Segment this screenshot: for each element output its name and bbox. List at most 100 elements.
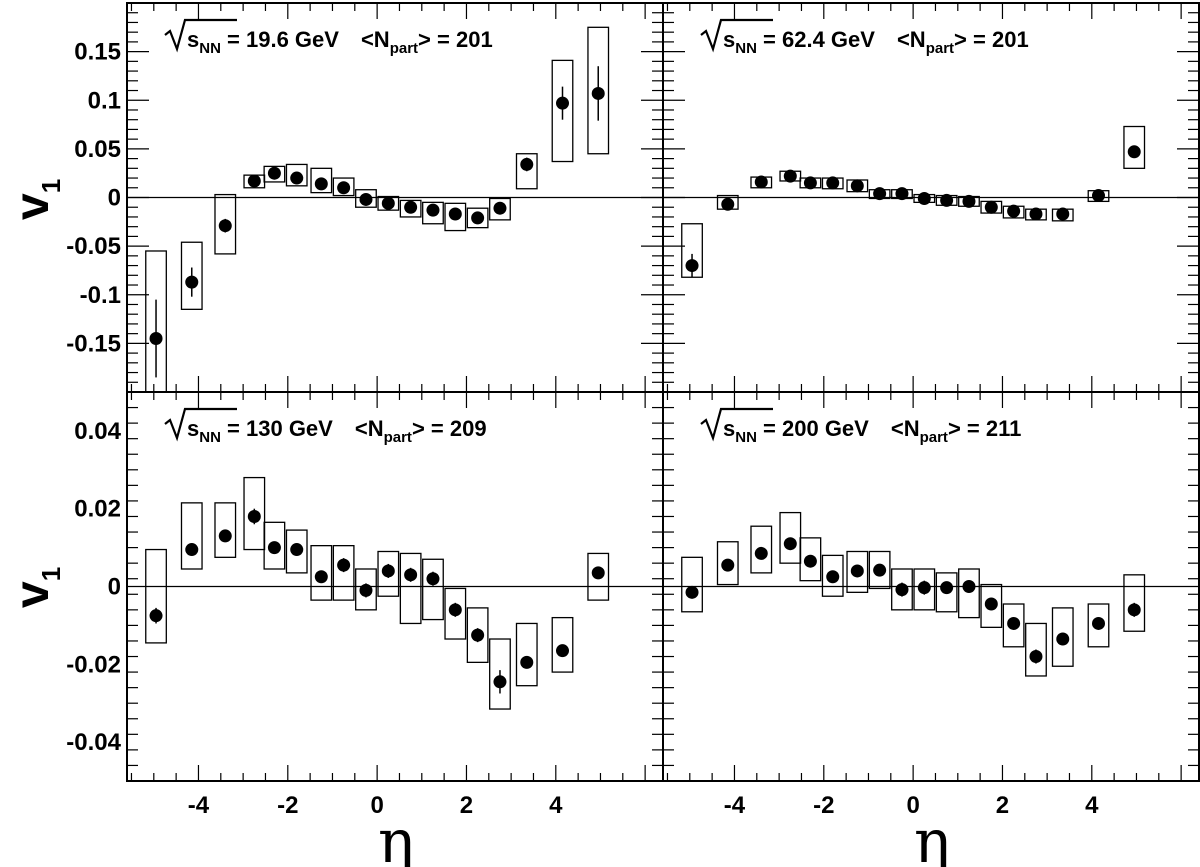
x-axis-title-left: η: [378, 807, 414, 867]
systematic-box: [846, 550, 869, 593]
systematic-box: [444, 202, 467, 232]
data-point: [1007, 616, 1021, 630]
y-tick-label: -0.05: [66, 233, 121, 260]
x-tick-label: -2: [813, 792, 834, 819]
data-point: [917, 191, 931, 205]
systematic-box: [422, 201, 444, 225]
systematic-box: [444, 587, 467, 640]
systematic-box: [180, 241, 203, 310]
systematic-box: [377, 195, 400, 211]
data-point: [850, 564, 864, 578]
systematic-box: [958, 568, 980, 619]
annotation-npart-value: > = 201: [418, 27, 493, 52]
data-point: [556, 96, 569, 110]
data-point: [591, 86, 605, 100]
systematic-box: [551, 616, 574, 673]
annotation-s: s: [723, 416, 735, 441]
data-point: [290, 171, 304, 185]
systematic-box: [980, 583, 1003, 628]
x-tick-label: -4: [724, 792, 746, 819]
data-point: [873, 563, 887, 577]
systematic-box: [377, 550, 400, 597]
annotation-s-subscript: NN: [735, 40, 757, 57]
panel-top-right: sNN = 62.4 GeV <Npart> = 201: [662, 2, 1200, 393]
y-tick-label: 0: [108, 574, 121, 601]
x-tick-label: -2: [277, 792, 298, 819]
data-point: [471, 628, 485, 642]
data-point: [520, 655, 534, 669]
systematic-box: [515, 622, 538, 687]
data-point: [984, 200, 998, 214]
data-point: [493, 675, 507, 689]
data-point: [448, 207, 462, 221]
data-point: [149, 609, 163, 623]
data-point: [314, 177, 328, 191]
data-point: [895, 187, 909, 201]
data-point: [754, 546, 768, 560]
systematic-box: [489, 638, 511, 710]
data-point: [247, 174, 261, 188]
annotation-npart-value: > = 201: [954, 27, 1029, 52]
annotation-s-subscript: NN: [199, 429, 221, 446]
systematic-box: [913, 568, 936, 611]
data-point: [267, 166, 281, 180]
sqrt-radical: [700, 18, 773, 53]
data-point: [895, 583, 909, 597]
systematic-box: [551, 59, 574, 163]
y-axis-title-subscript: 1: [36, 567, 66, 581]
panel-annotation: sNN = 19.6 GeV <Npart> = 201: [187, 27, 493, 57]
systematic-box: [285, 163, 308, 187]
data-point: [1127, 603, 1141, 617]
systematic-box: [214, 502, 237, 558]
systematic-box: [1025, 622, 1047, 677]
data-point: [685, 585, 699, 599]
y-axis-title-subscript: 1: [36, 179, 66, 193]
systematic-box: [263, 521, 286, 570]
systematic-box: [399, 199, 422, 218]
annotation-npart: <N: [361, 27, 390, 52]
systematic-box: [489, 197, 511, 221]
data-point: [850, 179, 864, 193]
data-point: [404, 568, 418, 582]
data-point: [1056, 632, 1070, 646]
data-point: [520, 157, 534, 171]
annotation-npart-subscript: part: [920, 429, 948, 446]
x-tick-label: 2: [996, 792, 1009, 819]
y-tick-label: -0.1: [80, 282, 121, 309]
panel-bottom-right: -4 -2 0 2 4 sNN = 200 GeV <Npart> = 211: [662, 391, 1200, 819]
y-tick-label: 0: [108, 185, 121, 212]
y-tick-label: 0.15: [74, 39, 121, 66]
panel-annotation: sNN = 62.4 GeV <Npart> = 201: [723, 27, 1029, 57]
data-point: [721, 197, 735, 211]
data-point: [185, 543, 199, 557]
systematic-box: [466, 607, 489, 664]
y-tick-label: 0.02: [74, 496, 121, 523]
x-tick-label: -4: [188, 792, 210, 819]
x-axis-title-right: η: [914, 807, 950, 867]
data-point: [381, 196, 395, 210]
data-point: [1029, 207, 1043, 221]
systematic-box: [891, 568, 913, 611]
data-point: [218, 219, 232, 233]
data-point: [803, 176, 817, 190]
systematic-box: [310, 545, 333, 601]
systematic-box: [285, 529, 308, 574]
data-point: [826, 570, 840, 584]
annotation-npart-subscript: part: [384, 429, 412, 446]
systematic-box: [466, 207, 489, 229]
annotation-s: s: [187, 416, 199, 441]
systematic-box: [935, 572, 958, 613]
systematic-box: [799, 537, 822, 582]
systematic-box: [750, 525, 773, 574]
systematic-box: [1123, 125, 1146, 169]
systematic-box: [399, 552, 422, 625]
x-tick-label: 4: [549, 792, 563, 819]
annotation-energy: = 19.6 GeV: [221, 27, 339, 52]
data-point: [359, 583, 373, 597]
systematic-box: [214, 193, 237, 255]
annotation-s: s: [723, 27, 735, 52]
systematic-box: [821, 554, 844, 597]
data-point: [783, 169, 797, 183]
annotation-energy: = 200 GeV: [757, 416, 869, 441]
systematic-box: [310, 167, 333, 194]
